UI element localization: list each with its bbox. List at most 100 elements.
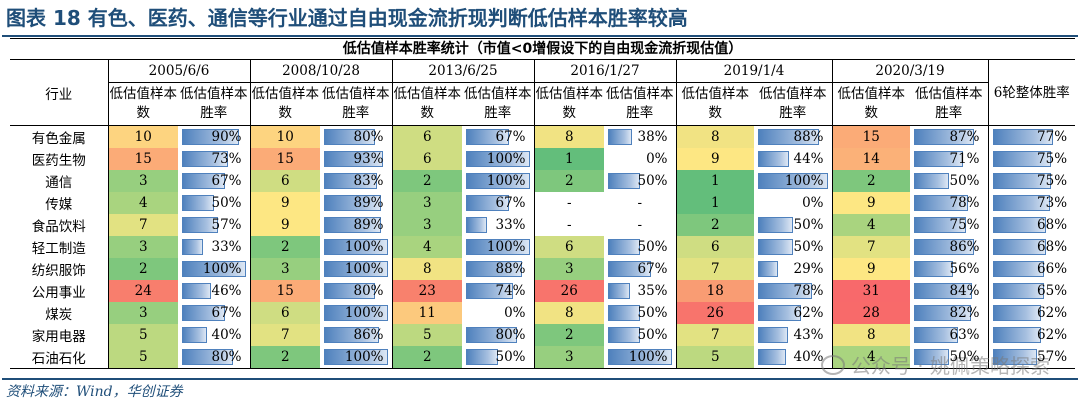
rate-bar <box>914 327 958 343</box>
rate-cell: 57% <box>178 214 251 236</box>
count-cell: 7 <box>832 236 910 258</box>
industry-cell: 轻工制造 <box>10 236 109 258</box>
rate-value: 80% <box>211 349 242 365</box>
period-header: 2019/1/4 <box>676 59 833 83</box>
rate-cell: 80% <box>178 346 251 369</box>
rate-value: 100% <box>202 261 242 277</box>
rate-bar <box>914 217 967 233</box>
count-cell: 31 <box>832 280 910 302</box>
rate-value: - <box>637 195 643 211</box>
overall-rate-value: 75% <box>1037 151 1068 167</box>
overall-rate-value: 75% <box>1037 173 1068 189</box>
industry-cell: 医药生物 <box>10 148 109 170</box>
rate-cell: 50% <box>604 170 677 192</box>
rate-cell: 100% <box>754 170 833 192</box>
industry-cell: 通信 <box>10 170 109 192</box>
rate-cell: 100% <box>604 346 677 369</box>
rate-cell: 88% <box>462 258 535 280</box>
rate-bar <box>182 195 214 211</box>
rate-value: 56% <box>949 261 980 277</box>
count-cell: 4 <box>832 214 910 236</box>
rate-value: 33% <box>211 239 242 255</box>
overall-rate-cell: 75% <box>988 148 1076 170</box>
rate-cell: 80% <box>320 280 393 302</box>
count-cell: 5 <box>392 324 462 346</box>
count-cell: 7 <box>250 324 320 346</box>
overall-rate-value: 66% <box>1037 261 1068 277</box>
rate-value: - <box>637 217 643 233</box>
overall-rate-value: 68% <box>1037 217 1068 233</box>
count-header: 低估值样本数 <box>832 82 910 126</box>
count-cell: 2 <box>392 346 462 369</box>
rate-cell: 40% <box>178 324 251 346</box>
rate-cell: 44% <box>754 148 833 170</box>
count-cell: 2 <box>392 170 462 192</box>
overall-rate-bar <box>992 349 1038 365</box>
rate-cell: 100% <box>320 346 393 369</box>
count-cell: 8 <box>534 125 604 148</box>
rate-value: 100% <box>486 173 526 189</box>
rate-value: 78% <box>949 195 980 211</box>
rate-value: 84% <box>949 283 980 299</box>
rate-cell: - <box>604 214 677 236</box>
overall-rate-bar <box>992 239 1046 255</box>
count-cell: 2 <box>250 346 320 369</box>
count-cell: 28 <box>832 302 910 324</box>
count-cell: 6 <box>250 170 320 192</box>
count-cell: 6 <box>392 148 462 170</box>
count-cell: 2 <box>676 214 754 236</box>
rate-value: 93% <box>353 151 384 167</box>
count-cell: 5 <box>676 346 754 369</box>
table-row: 轻工制造 3 33% 2 100% 4 100% 6 50% 6 50% 7 86% 68% <box>10 236 1076 258</box>
rate-value: 50% <box>793 217 824 233</box>
count-cell: 3 <box>534 258 604 280</box>
count-cell: 3 <box>108 236 178 258</box>
rate-cell: 78% <box>754 280 833 302</box>
rate-bar <box>758 129 820 145</box>
rate-value: 0% <box>504 305 526 321</box>
rate-value: 100% <box>344 239 384 255</box>
count-cell: 9 <box>250 192 320 214</box>
period-header: 2016/1/27 <box>534 59 677 83</box>
source-note: 资料来源：Wind，华创证券 <box>6 384 183 400</box>
rate-bar <box>758 349 786 365</box>
table-row: 传媒 4 50% 9 89% 3 67% - - 1 0% 9 78% 73% <box>10 192 1076 214</box>
rate-value: 63% <box>949 327 980 343</box>
rate-value: 100% <box>628 349 668 365</box>
rate-cell: 50% <box>604 236 677 258</box>
rate-cell: 63% <box>910 324 989 346</box>
rate-cell: 100% <box>462 170 535 192</box>
overall-rate-value: 73% <box>1037 195 1068 211</box>
rate-value: 50% <box>495 349 526 365</box>
rate-value: 100% <box>344 349 384 365</box>
table-row: 石油石化 5 80% 2 100% 2 50% 3 100% 5 40% 4 50% 57% <box>10 346 1076 369</box>
rate-bar <box>914 261 953 277</box>
rate-bar <box>182 129 240 145</box>
rate-bar <box>466 217 487 233</box>
rate-bar <box>758 305 802 321</box>
count-cell: 15 <box>832 125 910 148</box>
rate-value: 88% <box>793 129 824 145</box>
overall-rate-bar <box>992 283 1044 299</box>
rate-cell: 100% <box>462 148 535 170</box>
rate-value: 100% <box>486 239 526 255</box>
rate-bar <box>324 173 377 189</box>
rate-cell: 50% <box>178 192 251 214</box>
rate-bar <box>182 217 219 233</box>
count-cell: 8 <box>676 125 754 148</box>
rate-bar <box>758 173 828 189</box>
count-header: 低估值样本数 <box>250 82 320 126</box>
rate-bar <box>466 239 530 255</box>
rate-cell: 90% <box>178 125 251 148</box>
rate-value: 82% <box>949 305 980 321</box>
rate-bar <box>758 261 779 277</box>
rate-bar <box>466 349 498 365</box>
rate-bar <box>758 151 789 167</box>
rate-header: 低估值样本胜率 <box>754 82 833 126</box>
rate-cell: 50% <box>754 214 833 236</box>
count-cell: 10 <box>250 125 320 148</box>
rate-value: 74% <box>495 283 526 299</box>
table-row: 公用事业 24 46% 15 80% 23 74% 26 35% 18 78% 31 84% 65% <box>10 280 1076 302</box>
rate-bar <box>182 239 203 255</box>
overall-rate-bar <box>992 173 1052 189</box>
